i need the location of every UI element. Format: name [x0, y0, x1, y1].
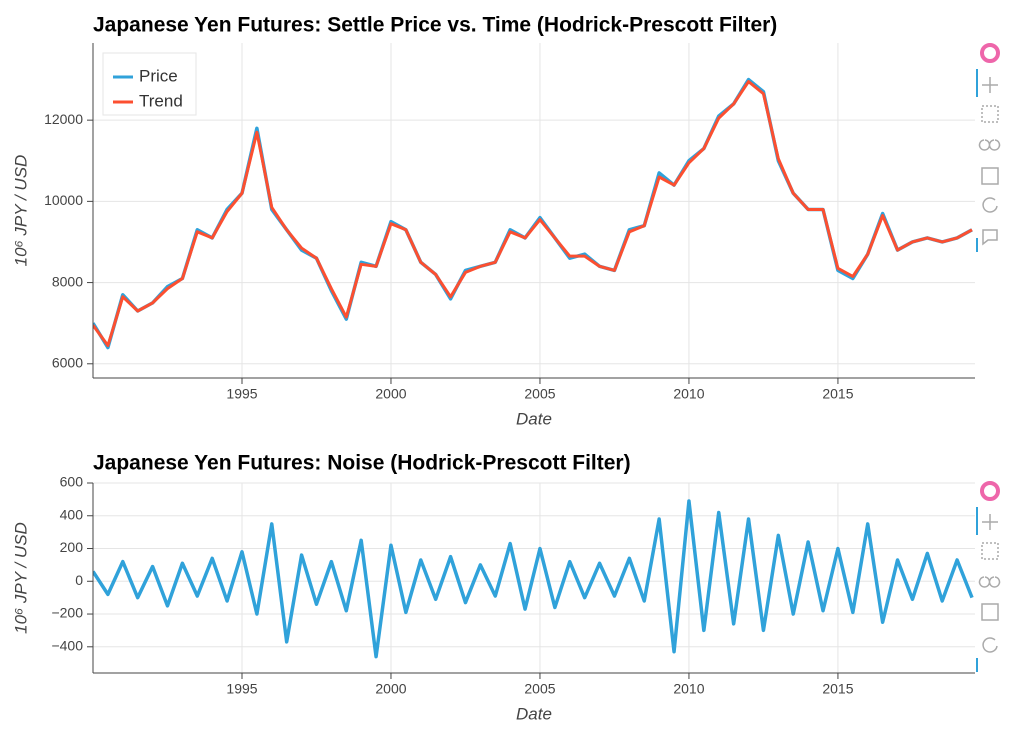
- chart-title: Japanese Yen Futures: Noise (Hodrick-Pre…: [93, 452, 631, 475]
- y-axis-label: 10⁶ JPY / USD: [11, 522, 30, 634]
- data-line: [93, 499, 974, 659]
- plot-area: [93, 43, 975, 378]
- zoom-tool[interactable]: [981, 105, 999, 123]
- y-tick-label: 8000: [52, 273, 83, 289]
- save-tool[interactable]: [981, 603, 999, 621]
- wheel-zoom-tool[interactable]: [978, 576, 1001, 588]
- y-tick-label: −400: [51, 637, 83, 653]
- x-tick-label: 2015: [822, 386, 853, 402]
- logo[interactable]: [980, 43, 1000, 63]
- reset-tool[interactable]: [982, 197, 998, 213]
- y-axis-label: 10⁶ JPY / USD: [11, 155, 30, 267]
- x-tick-label: 2015: [822, 681, 853, 697]
- x-axis-label: Date: [516, 704, 552, 723]
- hover-tool[interactable]: [982, 229, 998, 246]
- toolbar: [976, 43, 1001, 672]
- x-tick-label: 1995: [226, 681, 257, 697]
- legend-label: Trend: [139, 91, 183, 110]
- y-tick-label: 0: [75, 572, 83, 588]
- legend-box: [102, 52, 197, 116]
- x-tick-label: 1995: [226, 386, 257, 402]
- x-tick-label: 2005: [524, 681, 555, 697]
- plot-lines: [93, 499, 974, 659]
- y-tick-label: 6000: [52, 354, 83, 370]
- reset-tool[interactable]: [982, 637, 998, 653]
- pan-tool[interactable]: [982, 77, 998, 93]
- y-tick-label: −200: [51, 605, 83, 621]
- y-tick-label: 600: [60, 474, 84, 490]
- y-tick-label: 400: [60, 506, 84, 522]
- data-line: [93, 80, 973, 348]
- x-axis-label: Date: [516, 409, 552, 428]
- legend-label: Price: [139, 66, 178, 85]
- save-tool[interactable]: [981, 167, 999, 185]
- logo[interactable]: [980, 481, 1000, 501]
- pan-tool[interactable]: [982, 514, 998, 530]
- chart-title: Japanese Yen Futures: Settle Price vs. T…: [93, 14, 777, 37]
- plot-lines: [93, 77, 973, 350]
- y-tick-label: 200: [60, 539, 84, 555]
- x-tick-label: 2000: [375, 386, 406, 402]
- x-tick-label: 2010: [673, 681, 704, 697]
- y-tick-label: 12000: [44, 111, 83, 127]
- y-tick-label: 10000: [44, 192, 83, 208]
- x-tick-label: 2005: [524, 386, 555, 402]
- x-tick-label: 2000: [375, 681, 406, 697]
- x-tick-label: 2010: [673, 386, 704, 402]
- wheel-zoom-tool[interactable]: [978, 139, 1001, 151]
- zoom-tool[interactable]: [981, 542, 999, 560]
